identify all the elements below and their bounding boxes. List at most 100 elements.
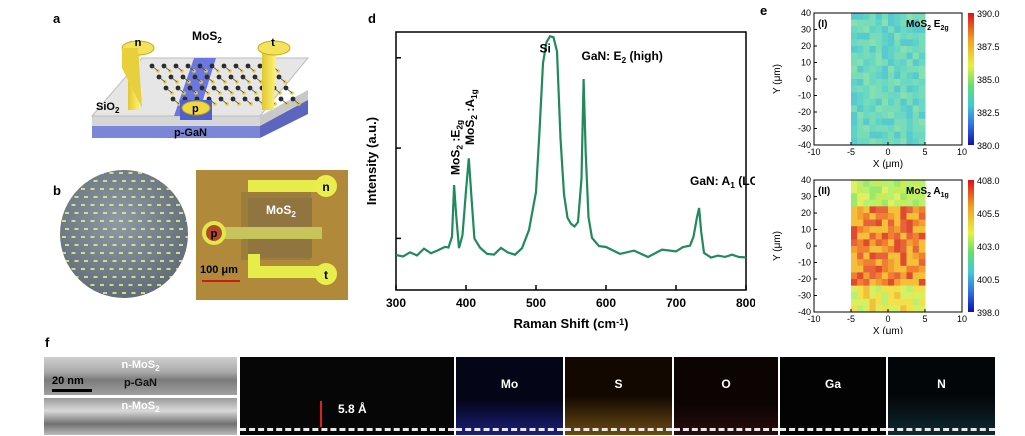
micro-t-label: t xyxy=(324,268,328,282)
map-xtick-label: 0 xyxy=(885,147,890,157)
raman-xtick-label: 600 xyxy=(596,296,616,310)
raman-axes-frame xyxy=(395,31,747,291)
tem-scale-bar xyxy=(52,389,92,392)
map-ytick-label: 20 xyxy=(801,41,811,51)
map-xtick-label: 10 xyxy=(957,314,967,324)
colorbar-tick-label: 390.0 xyxy=(977,9,1000,19)
wafer-photo xyxy=(60,170,188,298)
device-schematic: p n t MoS2 SiO2 p-GaN xyxy=(90,29,310,139)
raman-xtick-label: 800 xyxy=(736,296,755,310)
eds-s-label: S xyxy=(614,377,623,391)
map-ytick-label: 40 xyxy=(801,175,811,185)
eds-map-ga: Ga xyxy=(780,357,886,435)
spacing-marker xyxy=(320,401,322,427)
raman-annotation: MoS2 :A1g xyxy=(463,89,479,145)
map-xtick-label: 5 xyxy=(922,147,927,157)
panel-label-f: f xyxy=(45,335,50,350)
map-roman-label: (II) xyxy=(818,186,830,197)
map-xlabel: X (μm) xyxy=(873,326,903,334)
map-colorbar xyxy=(968,13,974,145)
raman-annotation: Si xyxy=(540,42,551,56)
map-xtick-label: -5 xyxy=(847,147,855,157)
map-ytick-label: -40 xyxy=(798,140,811,150)
colorbar-tick-label: 385.0 xyxy=(977,75,1000,85)
tem-image-top: n-MoS2 p-GaN 20 nm xyxy=(44,357,237,395)
micro-mos2-label: MoS2 xyxy=(266,203,296,219)
t-contact-label: t xyxy=(271,37,275,49)
panel-label-e: e xyxy=(760,3,768,18)
raman-ylabel: Intensity (a.u.) xyxy=(364,117,379,205)
map-ytick-label: -10 xyxy=(798,91,811,101)
tem-bottom-label: n-MoS2 xyxy=(121,400,160,415)
colorbar-tick-label: 398.0 xyxy=(977,308,1000,318)
raman-chart: 300 400 500 600 700 800 Raman Shift (cm-1) Inte… xyxy=(364,31,755,331)
map-a1g: -10 -5 0 5 10 -40 -30 -20 -10 0 10 20 30 40 X (μm) Y (μ… xyxy=(772,175,1000,334)
eds-n-label: N xyxy=(937,377,946,391)
colorbar-tick-label: 400.5 xyxy=(977,275,1000,285)
eds-o-label: O xyxy=(721,377,731,391)
raman-xtick-label: 300 xyxy=(386,296,406,310)
map-xtick-label: 0 xyxy=(885,314,890,324)
panel-label-b: b xyxy=(53,183,61,198)
map-ytick-label: 30 xyxy=(801,25,811,35)
sio2-label: SiO2 xyxy=(96,101,120,115)
haadf-strip: 5.8 Å xyxy=(240,357,454,435)
n-contact-label: n xyxy=(135,37,142,49)
tem-scale-label: 20 nm xyxy=(52,375,84,387)
map-ylabel: Y (μm) xyxy=(772,231,783,261)
raman-xtick-label: 400 xyxy=(456,296,476,310)
colorbar-tick-label: 382.5 xyxy=(977,108,1000,118)
map-e2g: -10 -5 0 5 10 -40 -30 -20 -10 0 10 20 30 40 X (μm) Y (μ… xyxy=(772,8,1000,170)
eds-map-o: O xyxy=(674,357,778,435)
colorbar-tick-label: 403.0 xyxy=(977,242,1000,252)
map-ytick-label: -30 xyxy=(798,291,811,301)
tem-mid-label: p-GaN xyxy=(124,377,157,389)
device-micrograph: n t p MoS2 100 μm xyxy=(196,170,348,300)
map-ytick-label: 0 xyxy=(806,241,811,251)
colorbar-tick-label: 387.5 xyxy=(977,42,1000,52)
raman-series-line xyxy=(396,35,746,259)
map-xtick-label: -10 xyxy=(807,314,820,324)
eds-mo-label: Mo xyxy=(500,377,519,391)
map-ytick-label: 30 xyxy=(801,192,811,202)
map-ytick-label: 40 xyxy=(801,8,811,18)
raman-xtick-label: 700 xyxy=(666,296,686,310)
colorbar-tick-label: 405.5 xyxy=(977,209,1000,219)
raman-annotation: MoS2 :E2g xyxy=(448,120,464,175)
colorbar-tick-label: 408.0 xyxy=(977,176,1000,186)
micro-scale-bar xyxy=(202,280,240,282)
map-ytick-label: -20 xyxy=(798,274,811,284)
map-colorbar xyxy=(968,180,974,312)
spacing-label: 5.8 Å xyxy=(338,402,367,416)
map-ytick-label: -40 xyxy=(798,307,811,317)
raman-xlabel: Raman Shift (cm-1) xyxy=(514,316,629,331)
map-ytick-label: -30 xyxy=(798,124,811,134)
eds-map-mo: Mo xyxy=(456,357,563,435)
pgan-label: p-GaN xyxy=(174,127,207,139)
panel-label-d: d xyxy=(368,11,376,26)
tem-top-label: n-MoS2 xyxy=(121,359,160,374)
map-ytick-label: 0 xyxy=(806,74,811,84)
eds-ga-label: Ga xyxy=(824,377,841,391)
map-ylabel: Y (μm) xyxy=(772,64,783,94)
mos2-label: MoS2 xyxy=(192,29,222,45)
micro-n-label: n xyxy=(322,180,329,194)
map-ytick-label: -10 xyxy=(798,258,811,268)
raman-xtick-label: 500 xyxy=(526,296,546,310)
micro-scale-label: 100 μm xyxy=(200,264,238,276)
map-xtick-label: -10 xyxy=(807,147,820,157)
tem-image-bottom: n-MoS2 xyxy=(44,398,237,435)
panel-label-a: a xyxy=(53,11,61,26)
map-ytick-label: -20 xyxy=(798,107,811,117)
eds-map-s: S xyxy=(565,357,672,435)
raman-annotation: GaN: E2 (high) xyxy=(582,49,663,65)
map-ytick-label: 20 xyxy=(801,208,811,218)
eds-map-n: N xyxy=(888,357,995,435)
raman-annotation: GaN: A1 (LO) xyxy=(690,174,755,190)
colorbar-tick-label: 380.0 xyxy=(977,141,1000,151)
map-title: MoS2 A1g xyxy=(906,186,949,199)
map-ytick-label: 10 xyxy=(801,225,811,235)
p-contact-label: p xyxy=(192,103,199,115)
map-xtick-label: 10 xyxy=(957,147,967,157)
map-ytick-label: 10 xyxy=(801,58,811,68)
